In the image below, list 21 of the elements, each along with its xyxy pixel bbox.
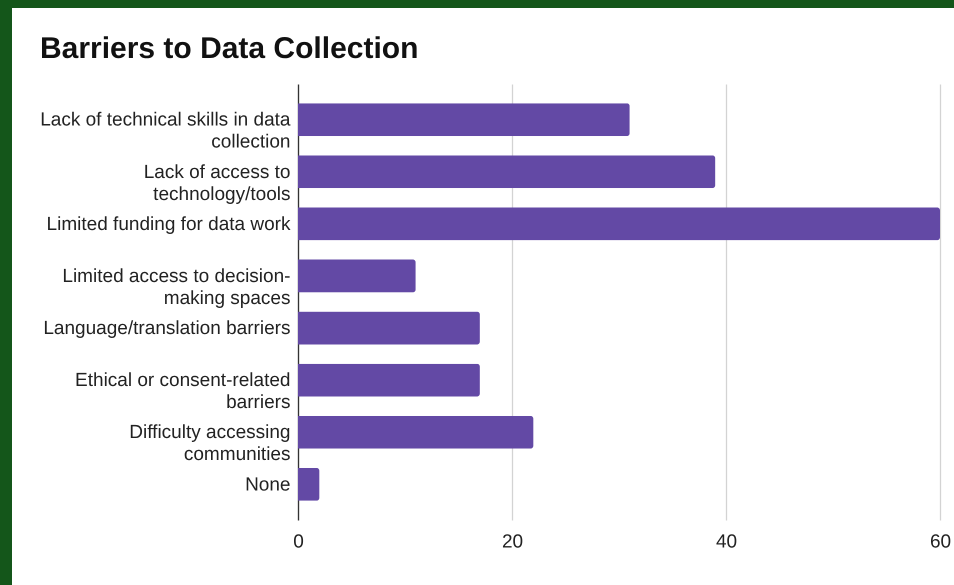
bar xyxy=(298,103,630,136)
y-tick-label: Lack of technical skills in data collection xyxy=(40,110,291,153)
y-tick-label: Limited access to decision-making spaces xyxy=(62,266,290,309)
bar xyxy=(298,312,480,344)
x-tick-label: 0 xyxy=(293,532,304,552)
y-tick-label: Lack of access to technology/tools xyxy=(144,162,290,205)
bar xyxy=(298,416,534,449)
x-tick-label: 60 xyxy=(930,532,952,552)
bar xyxy=(298,260,416,292)
bar xyxy=(298,207,940,240)
y-tick-label: Limited funding for data work xyxy=(46,214,291,235)
bar xyxy=(298,468,320,501)
x-tick-label: 40 xyxy=(716,532,738,552)
bar xyxy=(298,155,716,188)
y-tick-label: Language/translation barriers xyxy=(43,318,290,340)
x-tick-label: 20 xyxy=(502,532,524,552)
y-tick-label: None xyxy=(245,474,290,496)
y-tick-label: Ethical or consent-related barriers xyxy=(75,370,290,414)
chart-title: Barriers to Data Collection xyxy=(40,32,418,65)
bar xyxy=(298,364,480,397)
y-tick-label: Difficulty accessing communities xyxy=(129,422,290,466)
